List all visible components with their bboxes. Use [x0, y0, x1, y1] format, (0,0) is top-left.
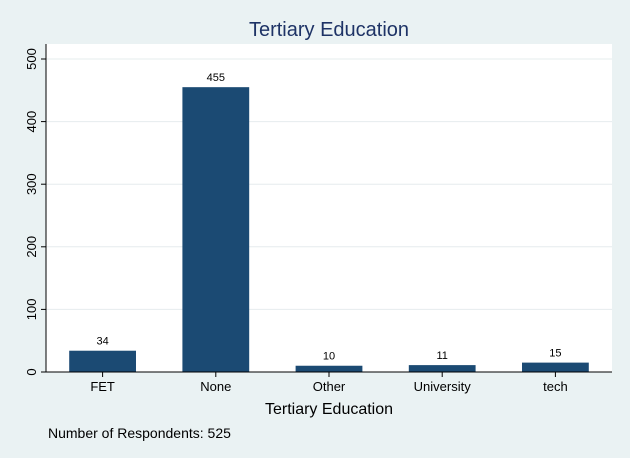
data-label-other: 10: [323, 351, 335, 363]
y-tick-label: 300: [24, 173, 39, 195]
plot-area: [46, 44, 612, 372]
axes: 0 100 200 300 400 500 FET None Other University te…: [24, 44, 612, 394]
bar-other: [295, 365, 363, 372]
x-tick-label-other: Other: [313, 379, 346, 394]
y-tick-label: 400: [24, 111, 39, 133]
y-tick-label: 0: [24, 368, 39, 375]
y-tick-label: 100: [24, 299, 39, 321]
x-tick-label-tech: tech: [543, 379, 568, 394]
data-label-none: 455: [207, 72, 225, 84]
data-label-tech: 15: [549, 348, 561, 360]
data-label-fet: 34: [96, 336, 108, 348]
y-tick-label: 200: [24, 236, 39, 258]
bar-tech: [522, 362, 589, 372]
bar-fet: [69, 350, 136, 372]
x-tick-label-university: University: [414, 379, 472, 394]
y-tick-label: 500: [24, 48, 39, 70]
gridlines: [46, 58, 612, 310]
bars: [69, 87, 589, 373]
chart-title: Tertiary Education: [249, 19, 409, 41]
data-labels: 34 455 10 11 15: [96, 72, 561, 363]
bar-university: [408, 365, 476, 372]
bar-none: [182, 87, 250, 373]
data-label-university: 11: [436, 350, 447, 362]
x-tick-label-none: None: [200, 379, 231, 394]
x-axis-title: Tertiary Education: [265, 401, 393, 418]
respondents-note: Number of Respondents: 525: [48, 425, 231, 441]
x-tick-label-fet: FET: [90, 379, 115, 394]
